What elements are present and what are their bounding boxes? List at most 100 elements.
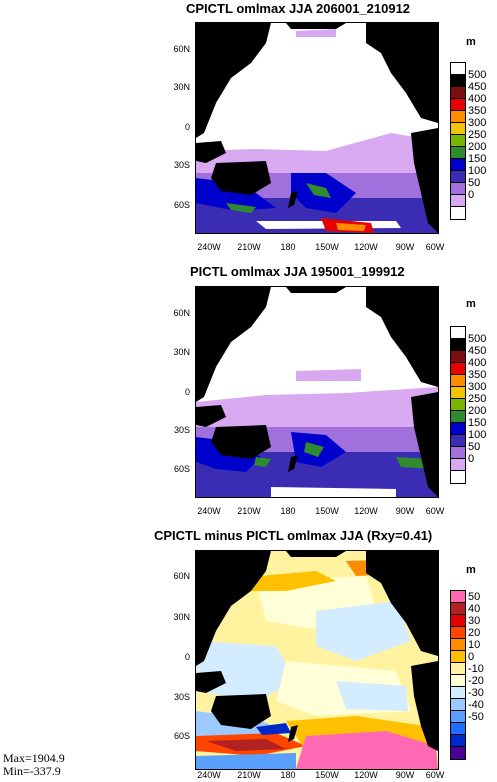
colorbar-unit: m <box>466 564 476 576</box>
colorbar-swatch <box>451 591 465 603</box>
colorbar-label: 30 <box>468 615 481 627</box>
colorbar-swatch <box>451 735 465 747</box>
colorbar-label: 150 <box>468 417 487 429</box>
panel-title: CPICTL minus PICTL omlmax JJA (Rxy=0.41) <box>154 528 433 543</box>
colorbar-label: -20 <box>468 675 484 687</box>
colorbar-swatch <box>451 459 465 471</box>
colorbar-labels: 500 450 400 350 300 250 200 150 100 50 0 <box>468 69 486 201</box>
x-tick-label: 150W <box>315 242 339 252</box>
x-tick-label: 210W <box>237 770 261 780</box>
y-tick-label: 0 <box>184 122 190 132</box>
colorbar-label: 400 <box>468 93 487 105</box>
x-tick-labels: 240W 210W 180 150W 120W 90W 60W <box>195 770 444 782</box>
x-tick-label: 90W <box>395 770 415 780</box>
colorbar-swatch <box>451 435 465 447</box>
x-tick-labels: 240W 210W 180 150W 120W 90W 60W <box>195 242 444 254</box>
x-tick-label: 150W <box>315 506 339 516</box>
colorbar-swatch <box>451 615 465 627</box>
y-tick-label: 60N <box>173 44 190 54</box>
min-value: Min=-337.9 <box>3 764 61 778</box>
colorbar-swatch <box>451 699 465 711</box>
y-tick-label: 30S <box>173 160 190 170</box>
y-tick-label: 0 <box>184 387 190 397</box>
colorbar-swatch <box>451 747 465 759</box>
colorbar-label: 200 <box>468 405 487 417</box>
field-statistics: Max=1904.9 Min=-337.9 <box>3 752 65 778</box>
colorbar-swatch <box>451 207 465 219</box>
colorbar-label: 20 <box>468 627 481 639</box>
colorbar-label: -10 <box>468 663 484 675</box>
x-tick-label: 120W <box>354 242 378 252</box>
colorbar <box>450 62 466 220</box>
y-tick-label: 30S <box>173 692 190 702</box>
x-tick-label: 210W <box>237 506 261 516</box>
colorbar-label: 50 <box>468 441 481 453</box>
colorbar-label: 50 <box>468 591 481 603</box>
colorbar-swatch <box>451 135 465 147</box>
colorbar-swatch <box>451 687 465 699</box>
colorbar-labels: 50 40 30 20 10 0 -10 -20 -30 -40 -50 <box>468 591 484 723</box>
map-plot <box>195 22 439 234</box>
colorbar-label: -50 <box>468 711 484 723</box>
colorbar-swatch <box>451 711 465 723</box>
colorbar-swatch <box>451 399 465 411</box>
colorbar-label: 100 <box>468 429 487 441</box>
x-tick-label: 240W <box>197 242 221 252</box>
x-tick-label: 90W <box>395 506 415 516</box>
colorbar-label: 350 <box>468 369 487 381</box>
x-tick-labels: 240W 210W 180 150W 120W 90W 60W <box>195 506 444 518</box>
x-tick-label: 90W <box>395 242 415 252</box>
colorbar-label: 400 <box>468 357 487 369</box>
colorbar-label: 300 <box>468 381 487 393</box>
contour-map <box>196 23 438 233</box>
contour-map <box>196 287 438 497</box>
y-tick-label: 60N <box>173 308 190 318</box>
colorbar-label: 350 <box>468 105 487 117</box>
x-tick-label: 180 <box>280 770 296 780</box>
colorbar-label: 150 <box>468 153 487 165</box>
colorbar <box>450 326 466 484</box>
y-tick-label: 30N <box>173 82 190 92</box>
x-tick-label: 60W <box>425 242 445 252</box>
x-tick-label: 120W <box>354 770 378 780</box>
colorbar-label: 100 <box>468 165 487 177</box>
colorbar-swatch <box>451 651 465 663</box>
colorbar-label: 250 <box>468 129 487 141</box>
colorbar <box>450 590 466 760</box>
max-value: Max=1904.9 <box>3 751 65 765</box>
colorbar-label: 250 <box>468 393 487 405</box>
colorbar-label: 40 <box>468 603 481 615</box>
colorbar-label: 500 <box>468 333 487 345</box>
map-plot <box>195 550 439 770</box>
colorbar-swatch <box>451 123 465 135</box>
colorbar-swatch <box>451 363 465 375</box>
colorbar-swatch <box>451 195 465 207</box>
y-tick-label: 30S <box>173 425 190 435</box>
y-tick-label: 60S <box>173 200 190 210</box>
colorbar-swatch <box>451 111 465 123</box>
x-tick-label: 240W <box>197 770 221 780</box>
colorbar-unit: m <box>466 36 476 48</box>
y-tick-label: 30N <box>173 612 190 622</box>
colorbar-swatch <box>451 627 465 639</box>
x-tick-label: 60W <box>425 770 445 780</box>
colorbar-labels: 500 450 400 350 300 250 200 150 100 50 0 <box>468 333 486 465</box>
colorbar-swatch <box>451 63 465 75</box>
colorbar-swatch <box>451 603 465 615</box>
colorbar-swatch <box>451 447 465 459</box>
x-tick-label: 120W <box>354 506 378 516</box>
colorbar-swatch <box>451 723 465 735</box>
colorbar-swatch <box>451 387 465 399</box>
colorbar-label: 10 <box>468 639 481 651</box>
panel-title: CPICTL omlmax JJA 206001_210912 <box>186 1 411 16</box>
colorbar-swatch <box>451 351 465 363</box>
colorbar-swatch <box>451 471 465 483</box>
x-tick-label: 240W <box>197 506 221 516</box>
colorbar-label: 300 <box>468 117 487 129</box>
colorbar-swatch <box>451 183 465 195</box>
y-tick-label: 30N <box>173 347 190 357</box>
x-tick-label: 60W <box>425 506 445 516</box>
colorbar-swatch <box>451 327 465 339</box>
colorbar-label: 200 <box>468 141 487 153</box>
colorbar-swatch <box>451 675 465 687</box>
